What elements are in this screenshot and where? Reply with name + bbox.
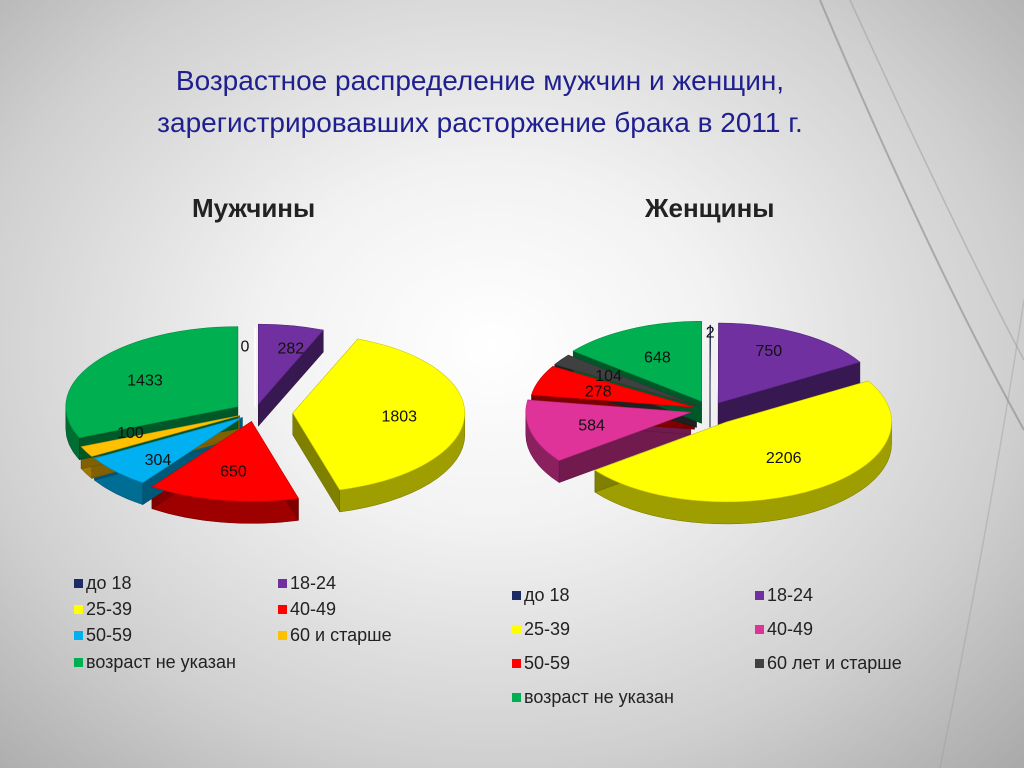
women-chart-title: Женщины	[645, 193, 775, 223]
pie-0-slice-1	[258, 323, 324, 405]
legend-swatch	[278, 631, 287, 640]
legend-swatch	[755, 659, 764, 668]
legend-label: 40-49	[290, 599, 337, 619]
legend-0-item-0: до 18	[74, 573, 132, 594]
pie-0-label-3: 650	[220, 463, 247, 480]
legend-swatch	[74, 631, 83, 640]
pie-0-slice-3	[151, 421, 299, 502]
legend-label: 25-39	[524, 619, 571, 639]
men-chart-title: Мужчины	[192, 193, 316, 223]
pie-1-label-6: 648	[644, 350, 671, 367]
pie-1-slice-2	[594, 380, 892, 503]
pie-1-slice-3	[525, 399, 691, 461]
title-line-1: Возрастное распределение мужчин и женщин…	[175, 65, 785, 96]
pie-0-label-6: 1433	[127, 372, 163, 389]
pie-0-label-4: 304	[145, 452, 172, 469]
pie-0-label-0: 0	[241, 339, 250, 356]
legend-swatch	[278, 605, 287, 614]
pie-0-slice-6	[65, 326, 239, 439]
pie-0-slice-4	[93, 417, 243, 484]
pie-0-label-2: 1803	[381, 409, 417, 426]
legend-swatch	[74, 605, 83, 614]
legend-label: 25-39	[86, 599, 133, 619]
legend-0-item-5: 60 и старше	[278, 625, 392, 646]
legend-swatch	[74, 658, 83, 667]
legend-label: 40-49	[767, 619, 814, 639]
legend-label: 50-59	[86, 625, 133, 645]
legend-0-item-6: возраст не указан	[74, 652, 236, 673]
legend-swatch	[278, 579, 287, 588]
legend-1-item-3: 40-49	[755, 619, 813, 640]
legend-0-item-2: 25-39	[74, 599, 132, 620]
legend-label: возраст не указан	[86, 652, 236, 672]
pie-1-slice-6	[572, 321, 702, 402]
pie-0-slice-5	[80, 415, 240, 457]
pie-1-label-1: 750	[755, 343, 782, 360]
legend-swatch	[755, 591, 764, 600]
legend-label: возраст не указан	[524, 687, 674, 707]
legend-1-item-6: возраст не указан	[512, 687, 674, 708]
legend-swatch	[512, 659, 521, 668]
legend-1-item-0: до 18	[512, 585, 570, 606]
legend-1-item-4: 50-59	[512, 653, 570, 674]
legend-swatch	[74, 579, 83, 588]
pie-1-slice-5	[554, 354, 697, 406]
legend-label: 18-24	[290, 573, 337, 593]
pie-1-label-4: 278	[585, 383, 612, 400]
legend-label: до 18	[524, 585, 570, 605]
legend-swatch	[512, 625, 521, 634]
legend-0-item-3: 40-49	[278, 599, 336, 620]
legend-0-item-1: 18-24	[278, 573, 336, 594]
pie-1-label-2: 2206	[766, 450, 802, 467]
legend-swatch	[512, 693, 521, 702]
legend-1-item-2: 25-39	[512, 619, 570, 640]
legend-label: 18-24	[767, 585, 814, 605]
legend-label: 50-59	[524, 653, 571, 673]
pie-0-slice-2	[292, 338, 466, 491]
pie-0-label-5: 100	[117, 425, 144, 442]
legend-label: 60 лет и старше	[767, 653, 902, 673]
page-title: Возрастное распределение мужчин и женщин…	[60, 60, 900, 144]
legend-1-item-5: 60 лет и старше	[755, 653, 902, 674]
pie-1-label-5: 104	[595, 368, 622, 385]
legend-swatch	[755, 625, 764, 634]
pie-1-slice-4	[531, 366, 695, 408]
pie-1-label-3: 584	[578, 417, 605, 434]
legend-0-item-4: 50-59	[74, 625, 132, 646]
pie-1-label-0: 2	[706, 325, 715, 342]
legend-swatch	[512, 591, 521, 600]
legend-label: 60 и старше	[290, 625, 392, 645]
pie-1-slice-1	[717, 322, 861, 404]
legend-1-item-1: 18-24	[755, 585, 813, 606]
legend-label: до 18	[86, 573, 132, 593]
title-line-2: зарегистрировавших расторжение брака в 2…	[157, 107, 803, 138]
pie-0-label-1: 282	[277, 340, 304, 357]
